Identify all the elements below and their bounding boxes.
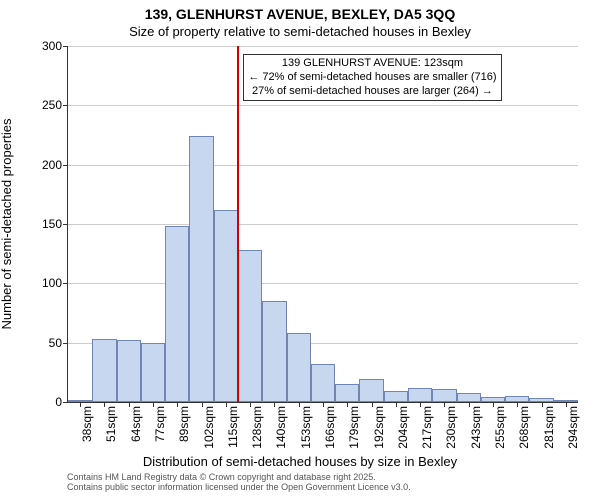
histogram-bar: [311, 364, 335, 402]
x-tick-label: 89sqm: [177, 406, 191, 442]
histogram-bar: [432, 389, 456, 402]
grid-line: [68, 165, 578, 166]
x-tick-label: 166sqm: [323, 406, 337, 449]
histogram-bar: [92, 339, 116, 402]
y-tick-label: 150: [42, 217, 68, 231]
histogram-bar: [141, 343, 165, 402]
y-tick-label: 250: [42, 98, 68, 112]
histogram-bar: [165, 226, 189, 402]
x-axis-label: Distribution of semi-detached houses by …: [0, 454, 600, 469]
y-tick-label: 50: [49, 336, 68, 350]
x-tick-label: 294sqm: [566, 406, 580, 449]
x-tick-label: 51sqm: [104, 406, 118, 442]
x-tick-label: 153sqm: [299, 406, 313, 449]
histogram-bar: [238, 250, 262, 402]
annotation-line: 139 GLENHURST AVENUE: 123sqm: [248, 57, 496, 71]
y-tick-label: 100: [42, 276, 68, 290]
x-tick-label: 77sqm: [153, 406, 167, 442]
annotation-line: ← 72% of semi-detached houses are smalle…: [248, 71, 496, 85]
y-tick-label: 0: [55, 395, 68, 409]
grid-line: [68, 224, 578, 225]
histogram-bar: [214, 210, 238, 402]
histogram-bar: [335, 384, 359, 402]
histogram-bar: [359, 379, 383, 402]
x-tick-label: 179sqm: [347, 406, 361, 449]
x-tick-label: 38sqm: [80, 406, 94, 442]
x-tick-label: 255sqm: [493, 406, 507, 449]
reference-line: [237, 46, 239, 402]
x-tick-label: 204sqm: [396, 406, 410, 449]
chart-container: 139, GLENHURST AVENUE, BEXLEY, DA5 3QQ S…: [0, 0, 600, 500]
x-tick-label: 230sqm: [444, 406, 458, 449]
chart-subtitle: Size of property relative to semi-detach…: [0, 24, 600, 39]
x-tick-label: 128sqm: [250, 406, 264, 449]
histogram-bar: [262, 301, 286, 402]
annotation-line: 27% of semi-detached houses are larger (…: [248, 85, 496, 99]
x-tick-label: 268sqm: [517, 406, 531, 449]
y-tick-label: 200: [42, 158, 68, 172]
histogram-bar: [117, 340, 141, 402]
x-tick-label: 64sqm: [129, 406, 143, 442]
footer-attribution: Contains HM Land Registry data © Crown c…: [67, 472, 411, 492]
x-tick-label: 281sqm: [542, 406, 556, 449]
grid-line: [68, 283, 578, 284]
y-axis-label: Number of semi-detached properties: [0, 119, 14, 330]
plot-area: 05010015020025030038sqm51sqm64sqm77sqm89…: [67, 46, 578, 403]
annotation-box: 139 GLENHURST AVENUE: 123sqm← 72% of sem…: [243, 54, 501, 101]
grid-line: [68, 46, 578, 47]
histogram-bar: [384, 391, 408, 402]
grid-line: [68, 105, 578, 106]
chart-title: 139, GLENHURST AVENUE, BEXLEY, DA5 3QQ: [0, 6, 600, 22]
histogram-bar: [287, 333, 311, 402]
y-tick-label: 300: [42, 39, 68, 53]
histogram-bar: [408, 388, 432, 402]
x-tick-label: 140sqm: [274, 406, 288, 449]
x-tick-label: 115sqm: [226, 406, 240, 448]
x-tick-label: 102sqm: [202, 406, 216, 449]
x-tick-label: 243sqm: [469, 406, 483, 449]
histogram-bar: [457, 393, 481, 402]
x-tick-label: 192sqm: [372, 406, 386, 449]
histogram-bar: [189, 136, 213, 402]
x-tick-label: 217sqm: [420, 406, 434, 449]
